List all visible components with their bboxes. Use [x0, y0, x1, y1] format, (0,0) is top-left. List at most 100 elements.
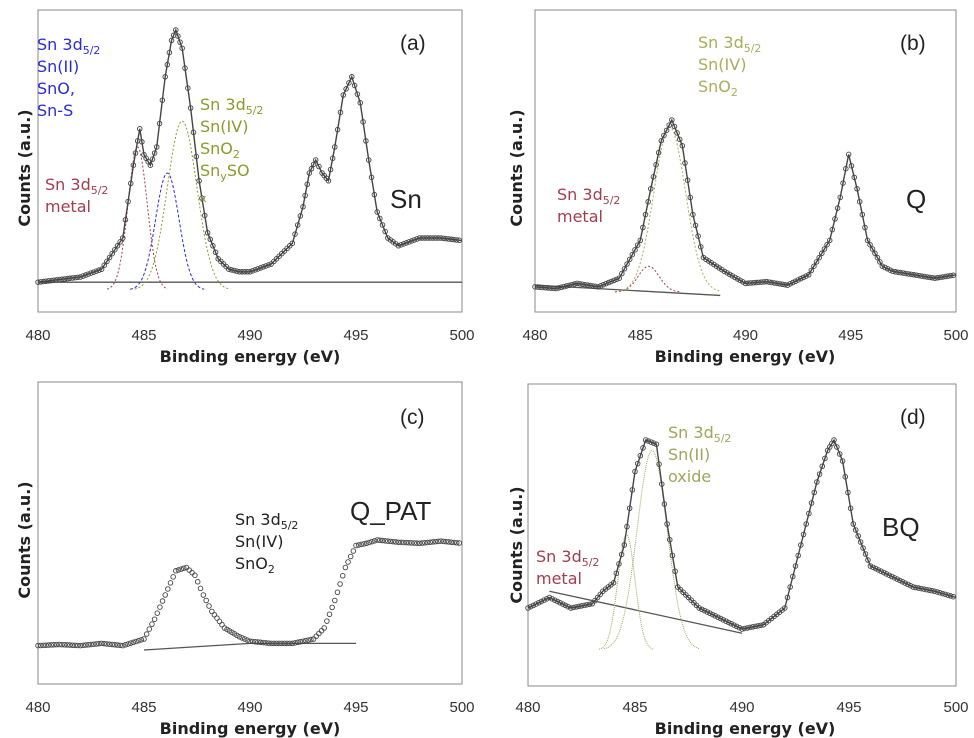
- data-point: [666, 122, 672, 128]
- data-point: [595, 284, 601, 290]
- data-point: [329, 604, 335, 611]
- sample-name: Sn: [390, 184, 422, 214]
- x-tick-labels: 480 485 490 495 500: [515, 699, 968, 716]
- plot-area: [35, 27, 463, 290]
- data-point: [332, 144, 338, 150]
- data-point: [582, 281, 588, 288]
- data-point: [226, 266, 232, 272]
- x-tick-label: 490: [733, 327, 758, 344]
- data-point: [832, 216, 838, 222]
- data-point: [363, 138, 369, 144]
- x-tick-label: 485: [131, 699, 156, 716]
- data-point: [247, 638, 253, 644]
- data-point: [568, 605, 574, 611]
- data-point: [745, 280, 751, 286]
- data-point: [183, 564, 190, 571]
- data-point: [82, 642, 89, 648]
- data-point: [59, 641, 65, 648]
- data-point: [857, 539, 864, 545]
- x-tick-labels: 480 485 490 495 500: [25, 699, 474, 716]
- data-point: [236, 634, 243, 640]
- data-point: [819, 250, 825, 257]
- data-point: [782, 605, 788, 611]
- data-point: [600, 281, 607, 288]
- data-point: [891, 575, 898, 581]
- data-point: [151, 616, 158, 622]
- data-point: [294, 639, 301, 646]
- data-point: [268, 640, 274, 647]
- data-point: [619, 270, 625, 277]
- annotation-line: Sn(IV): [200, 117, 248, 136]
- data-point: [669, 552, 676, 559]
- data-point: [59, 276, 65, 283]
- data-point: [916, 272, 922, 279]
- data-point: [438, 538, 444, 544]
- data-point: [867, 241, 873, 248]
- data-point: [945, 592, 951, 598]
- data-point: [48, 277, 55, 284]
- data-point: [903, 270, 909, 277]
- data-point: [790, 573, 796, 580]
- data-point: [366, 539, 373, 546]
- data-point: [371, 191, 378, 198]
- data-point: [96, 267, 102, 273]
- data-point: [390, 538, 396, 545]
- data-point: [787, 584, 793, 590]
- data-point: [736, 624, 743, 631]
- data-point: [616, 561, 622, 567]
- annotation-line: Sn(IV): [235, 532, 283, 551]
- data-point: [704, 609, 710, 615]
- data-point: [661, 501, 668, 507]
- data-point: [921, 273, 928, 280]
- panel-a: (a) Sn 480 485 490 495 500 Binding energy (e…: [15, 9, 475, 366]
- data-point: [387, 538, 394, 545]
- data-point: [608, 278, 615, 285]
- data-point: [430, 539, 436, 545]
- data-point: [368, 174, 375, 181]
- data-point: [766, 279, 772, 285]
- data-point: [109, 250, 115, 257]
- data-point: [611, 277, 617, 284]
- data-point: [913, 272, 920, 278]
- data-point: [763, 278, 770, 285]
- data-point: [915, 585, 922, 591]
- data-point: [249, 638, 256, 645]
- data-point: [369, 538, 375, 545]
- x-tick-label: 490: [729, 699, 754, 716]
- data-point: [419, 540, 426, 546]
- data-point: [747, 624, 753, 631]
- fit-component: [106, 146, 168, 290]
- data-point: [80, 642, 86, 649]
- data-point: [632, 247, 638, 253]
- data-point: [93, 641, 100, 647]
- annotation-line: SnO,: [37, 79, 75, 98]
- data-point: [560, 601, 566, 607]
- data-point: [926, 274, 933, 281]
- data-point: [196, 178, 202, 184]
- data-point: [851, 174, 858, 181]
- data-point: [130, 162, 137, 168]
- data-point: [40, 278, 47, 285]
- background-line: [143, 642, 356, 651]
- data-point: [897, 269, 904, 276]
- data-point: [590, 283, 596, 289]
- data-point: [265, 640, 272, 646]
- data-point: [842, 474, 849, 480]
- data-point: [750, 280, 757, 286]
- data-point: [297, 639, 304, 645]
- data-point: [173, 27, 179, 33]
- data-point: [424, 539, 431, 546]
- data-point: [416, 540, 423, 547]
- y-axis-label: Counts (a.u.): [507, 486, 526, 603]
- data-point: [300, 638, 306, 644]
- data-point: [257, 265, 264, 271]
- annotation-line: metal: [557, 207, 603, 226]
- data-point: [882, 264, 888, 271]
- data-point: [69, 642, 76, 648]
- data-point: [584, 602, 590, 608]
- data-point: [774, 280, 780, 287]
- data-point: [203, 597, 209, 604]
- data-point: [354, 91, 361, 97]
- data-point: [358, 541, 365, 548]
